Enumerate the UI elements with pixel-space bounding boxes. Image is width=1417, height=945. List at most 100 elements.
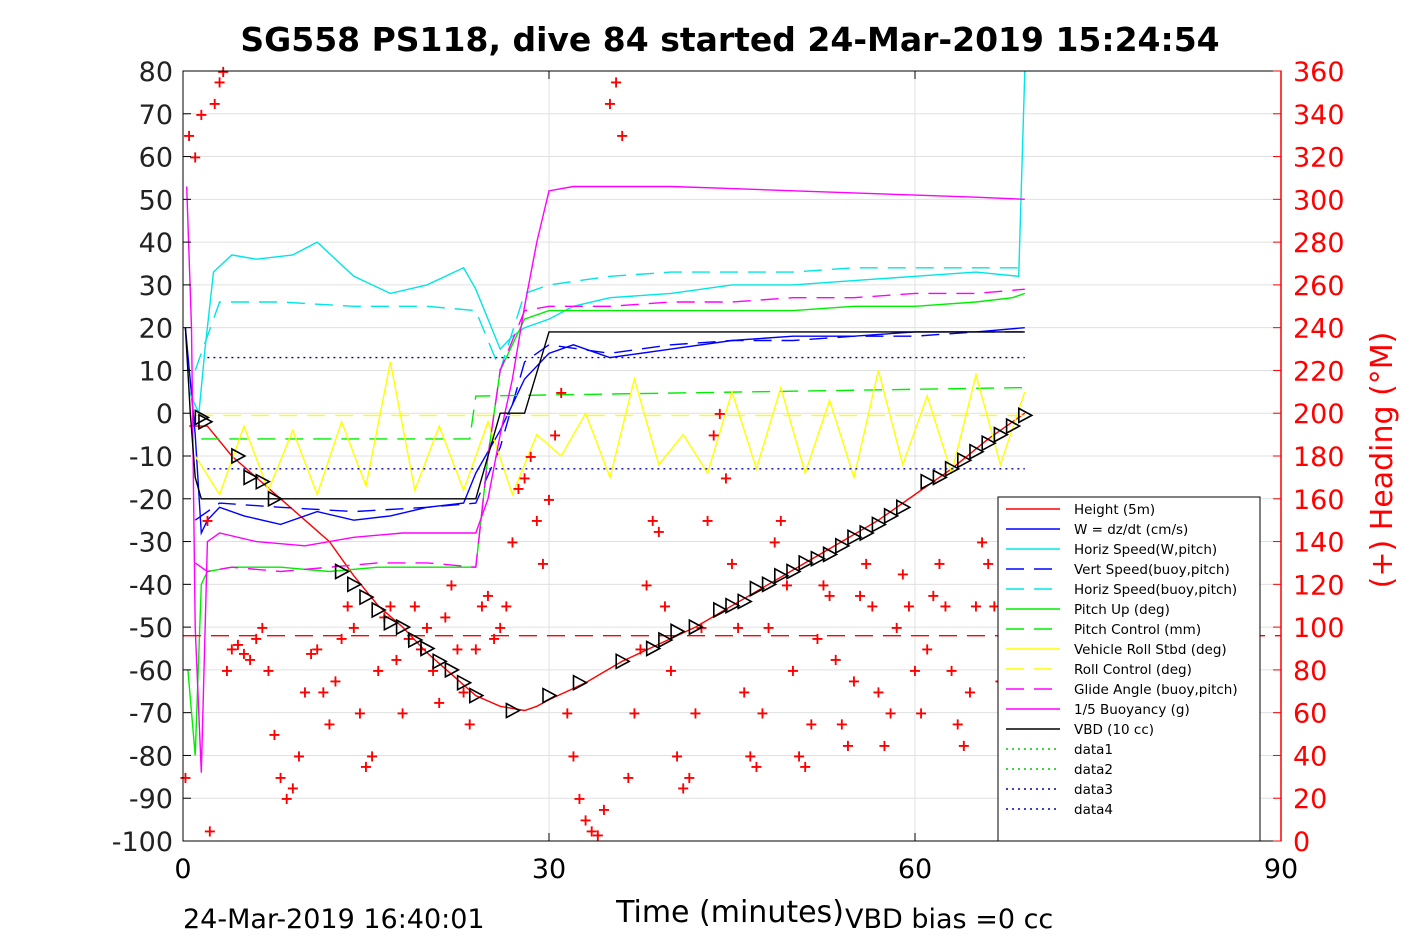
heading-marker: + xyxy=(524,447,537,466)
heading-marker: + xyxy=(609,73,622,92)
heading-marker: + xyxy=(658,597,671,616)
series-line-roll-7 xyxy=(194,361,1026,497)
y2-tick-label-4: 280 xyxy=(1293,228,1345,259)
heading-marker: + xyxy=(201,511,214,530)
series-line-pitch_ctl-6 xyxy=(201,386,1025,440)
series-line-vert_buoy-3 xyxy=(194,331,1025,521)
y-tick-label-12: -40 xyxy=(129,570,173,601)
vbd-triangle-marker xyxy=(859,524,875,542)
heading-marker: + xyxy=(774,511,787,530)
vbd-triangle-marker xyxy=(231,447,247,465)
heading-marker: + xyxy=(750,757,763,776)
vbd-triangle-marker xyxy=(993,426,1010,443)
y2-tick-label-17: 20 xyxy=(1293,784,1327,815)
heading-marker: + xyxy=(920,640,933,659)
heading-marker: + xyxy=(347,618,360,637)
y2-tick-label-10: 160 xyxy=(1293,485,1345,516)
heading-marker: + xyxy=(243,650,256,669)
heading-marker: + xyxy=(591,826,604,845)
y-tick-label-17: -90 xyxy=(129,784,173,815)
marker-layer: + + + + + + + + + + + + + + + + + + + + + + + + + + + + + + + + + + + + + + + +… xyxy=(179,62,1034,845)
heading-marker: + xyxy=(469,640,482,659)
heading-marker: + xyxy=(573,789,586,808)
heading-marker: + xyxy=(353,704,366,723)
legend-label-4: Horiz Speed(buoy,pitch) xyxy=(1074,582,1237,598)
heading-marker: + xyxy=(445,575,458,594)
heading-marker: + xyxy=(652,522,665,541)
y-tick-label-13: -50 xyxy=(129,613,173,644)
heading-marker: + xyxy=(341,597,354,616)
y-tick-label-1: 70 xyxy=(139,100,173,131)
heading-marker: + xyxy=(841,736,854,755)
heading-marker: + xyxy=(811,629,824,648)
heading-marker: + xyxy=(182,126,195,145)
vbd-triangle-marker xyxy=(371,601,387,619)
heading-marker: + xyxy=(805,714,818,733)
heading-marker: + xyxy=(951,714,964,733)
x-axis: 0 30 60 90 xyxy=(174,71,1298,885)
y2-tick-label-12: 120 xyxy=(1293,570,1345,601)
vbd-triangle-marker xyxy=(798,554,814,572)
vbd-triangle-marker xyxy=(359,588,375,606)
legend-label-12: data1 xyxy=(1074,742,1113,758)
y2-tick-label-14: 80 xyxy=(1293,656,1327,687)
heading-marker: + xyxy=(615,126,628,145)
heading-marker: + xyxy=(945,661,958,680)
heading-marker: + xyxy=(646,511,659,530)
heading-marker: + xyxy=(866,597,879,616)
vbd-triangle-marker xyxy=(749,580,766,597)
heading-marker: + xyxy=(365,746,378,765)
series-line-horiz-2 xyxy=(188,70,1026,416)
heading-marker: + xyxy=(530,511,543,530)
vbd-triangle-marker xyxy=(198,413,214,431)
heading-marker: + xyxy=(195,105,208,124)
heading-marker: + xyxy=(323,714,336,733)
footer-vbd-bias: VBD bias =0 cc xyxy=(845,904,1053,935)
heading-marker: + xyxy=(310,640,323,659)
heading-marker: + xyxy=(292,746,305,765)
y2-tick-label-8: 200 xyxy=(1293,399,1345,430)
heading-marker: + xyxy=(268,725,281,744)
x-tick-label-3: 90 xyxy=(1264,854,1298,885)
heading-marker: + xyxy=(426,661,439,680)
heading-marker: + xyxy=(203,821,216,840)
vbd-triangle-marker xyxy=(542,687,558,704)
vbd-triangle-marker xyxy=(670,623,686,640)
legend-label-0: Height (5m) xyxy=(1074,502,1155,518)
x-axis-label: Time (minutes) xyxy=(615,895,844,930)
vbd-triangle-marker xyxy=(895,498,912,516)
heading-marker: + xyxy=(304,644,317,663)
heading-marker: + xyxy=(829,650,842,669)
y-tick-label-15: -70 xyxy=(129,699,173,730)
y-tick-label-4: 40 xyxy=(139,228,173,259)
heading-marker: + xyxy=(518,468,531,487)
legend-label-2: Horiz Speed(W,pitch) xyxy=(1074,542,1217,558)
heading-marker: + xyxy=(975,533,988,552)
heading-marker: + xyxy=(439,607,452,626)
heading-marker: + xyxy=(683,768,696,787)
y-tick-label-5: 30 xyxy=(139,271,173,302)
y-tick-label-10: -20 xyxy=(129,485,173,516)
vbd-triangle-marker xyxy=(847,528,863,546)
heading-marker: + xyxy=(481,586,494,605)
heading-marker: + xyxy=(890,618,903,637)
legend-label-3: Vert Speed(buoy,pitch) xyxy=(1074,562,1230,578)
heading-marker: + xyxy=(640,575,653,594)
heading-marker: + xyxy=(939,597,952,616)
y2-tick-label-3: 300 xyxy=(1293,185,1345,216)
vbd-triangle-marker xyxy=(194,409,210,426)
heading-marker: + xyxy=(927,586,940,605)
y-tick-label-9: -10 xyxy=(129,442,173,473)
heading-marker: + xyxy=(969,597,982,616)
x-tick-label-0: 0 xyxy=(174,854,191,885)
heading-marker: + xyxy=(914,704,927,723)
legend-label-13: data2 xyxy=(1074,762,1113,778)
heading-marker: + xyxy=(262,661,275,680)
heading-marker: + xyxy=(664,661,677,680)
y-tick-label-14: -60 xyxy=(129,656,173,687)
vbd-triangle-marker xyxy=(645,640,662,657)
heading-marker: + xyxy=(390,650,403,669)
heading-marker: + xyxy=(719,468,732,487)
vbd-triangle-marker xyxy=(944,460,961,478)
heading-marker: + xyxy=(457,682,470,701)
